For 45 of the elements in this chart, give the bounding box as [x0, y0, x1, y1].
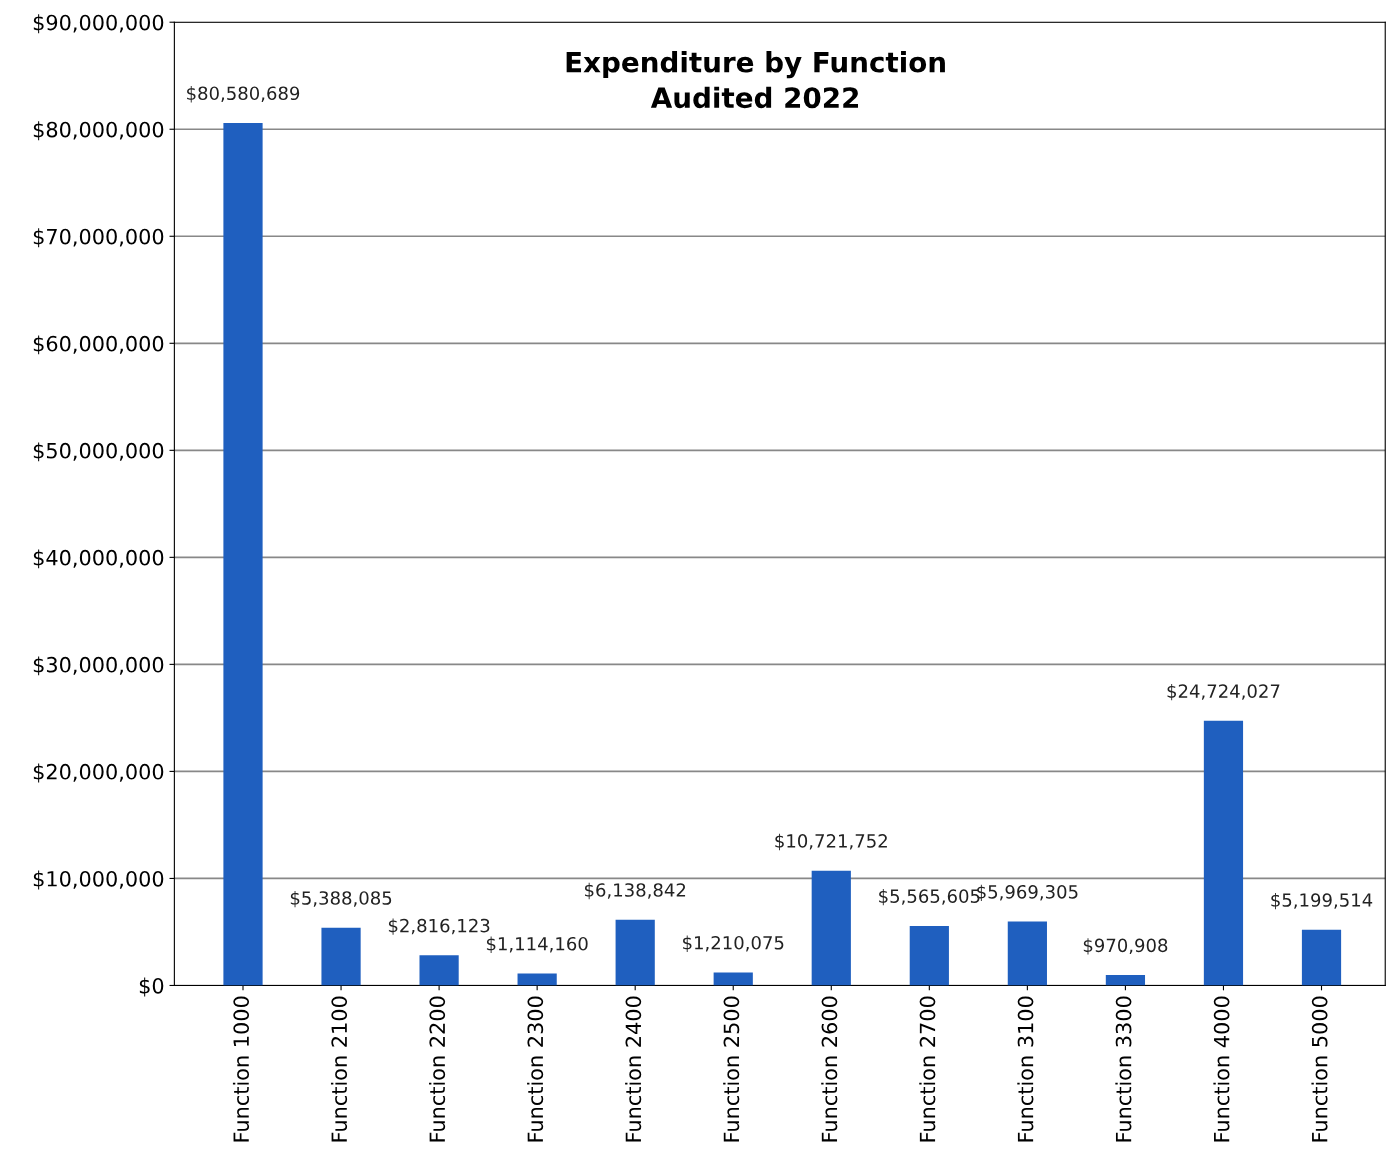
- data-label: $5,388,085: [290, 890, 392, 908]
- bar: [419, 955, 459, 986]
- bar: [1007, 921, 1047, 986]
- bar: [1105, 975, 1146, 986]
- bar: [321, 927, 361, 986]
- data-label: $10,721,752: [775, 833, 887, 851]
- y-tick-label: $90,000,000: [33, 14, 164, 34]
- data-label: $1,114,160: [486, 936, 588, 953]
- y-tick-label: $70,000,000: [33, 228, 164, 248]
- x-tick-label: Function 2600: [821, 996, 838, 1142]
- bar: [909, 925, 949, 986]
- y-tick-label: $40,000,000: [33, 549, 164, 569]
- y-tick-label: $50,000,000: [33, 442, 164, 462]
- bar: [517, 973, 557, 986]
- data-label: $5,199,514: [1271, 892, 1373, 910]
- x-tick-label: Function 5000: [1311, 996, 1328, 1142]
- y-tick-label: $0: [139, 977, 164, 997]
- x-tick-label: Function 3300: [1115, 996, 1132, 1142]
- x-tick-label: Function 2100: [330, 996, 348, 1142]
- y-tick-label: $20,000,000: [33, 763, 164, 783]
- x-tick-label: Function 2700: [919, 996, 936, 1142]
- y-tick-label: $80,000,000: [33, 121, 164, 141]
- bar: [1301, 929, 1342, 986]
- data-label: $80,580,689: [187, 86, 300, 103]
- bar: [811, 870, 851, 986]
- y-tick-label: $60,000,000: [33, 335, 164, 355]
- data-label: $1,210,075: [683, 935, 784, 952]
- bar: [713, 972, 753, 986]
- bar: [615, 919, 655, 986]
- data-label: $970,908: [1083, 938, 1168, 955]
- x-tick-label: Function 2300: [527, 996, 544, 1142]
- y-tick-label: $30,000,000: [33, 656, 164, 676]
- x-tick-label: Function 3100: [1017, 996, 1034, 1142]
- data-label: $2,816,123: [388, 918, 490, 935]
- x-tick-label: Function 2500: [723, 996, 740, 1142]
- x-tick-label: Function 2400: [625, 996, 642, 1142]
- data-label: $6,138,842: [585, 882, 686, 900]
- data-label: $24,724,027: [1167, 683, 1280, 701]
- bar: [1203, 720, 1244, 986]
- bar: [223, 123, 263, 986]
- x-tick-label: Function 4000: [1213, 996, 1230, 1142]
- x-tick-label: Function 2200: [429, 996, 446, 1142]
- x-tick-label: Function 1000: [232, 996, 250, 1142]
- text: Expenditure by Function Audited 2022: [566, 51, 945, 109]
- y-tick-label: $10,000,000: [33, 870, 164, 890]
